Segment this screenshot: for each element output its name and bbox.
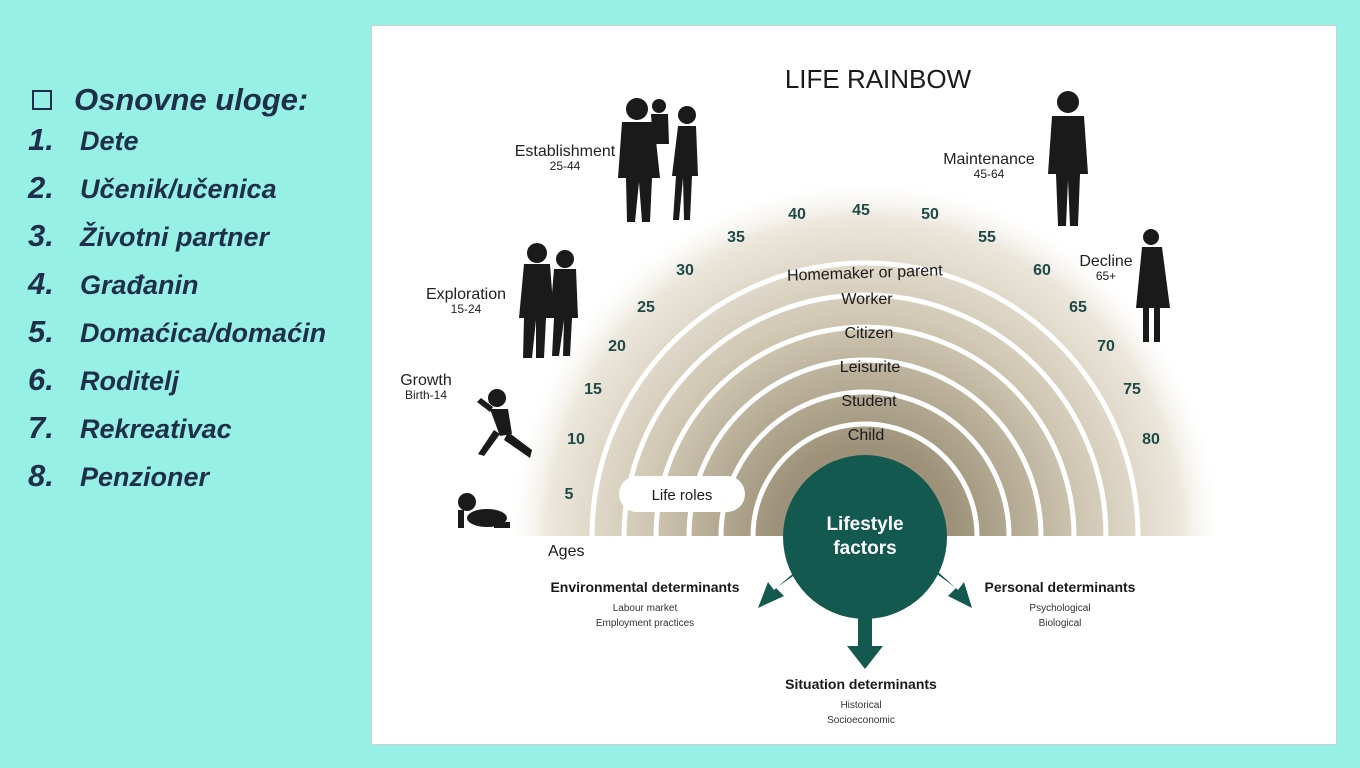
age-mark: 30 xyxy=(676,262,694,279)
item-number: 8. xyxy=(28,458,54,493)
arc-role-labels: Homemaker or parent Worker Citizen Leisu… xyxy=(787,262,944,444)
item-number: 5. xyxy=(28,314,54,349)
age-mark: 5 xyxy=(565,486,574,503)
situation-item: Socioeconomic xyxy=(827,715,895,726)
rainbow-arcs xyxy=(589,260,1141,537)
age-mark: 20 xyxy=(608,338,626,355)
personal-item: Biological xyxy=(1039,618,1082,629)
personal-title: Personal determinants xyxy=(985,579,1136,595)
age-mark: 15 xyxy=(584,381,602,398)
stage-maintenance-ages: 45-64 xyxy=(974,167,1005,181)
role-list-panel: Osnovne uloge: 1. Dete 2. Učenik/učenica … xyxy=(28,78,368,506)
list-item: 7. Rekreativac xyxy=(28,410,368,458)
list-item: 8. Penzioner xyxy=(28,458,368,506)
personal-item: Psychological xyxy=(1029,603,1090,614)
age-mark: 80 xyxy=(1142,431,1160,448)
item-label: Dete xyxy=(80,126,139,156)
list-item: 3. Životni partner xyxy=(28,218,368,266)
age-mark: 65 xyxy=(1069,299,1087,316)
stage-establishment-ages: 25-44 xyxy=(550,159,581,173)
item-label: Građanin xyxy=(80,270,199,300)
elderly-woman-icon xyxy=(1136,229,1170,342)
arc-role-label: Homemaker or parent xyxy=(787,262,944,284)
checkbox-icon xyxy=(32,90,52,110)
lifestyle-factors-circle xyxy=(783,455,947,619)
age-mark: 70 xyxy=(1097,338,1115,355)
age-mark: 75 xyxy=(1123,381,1141,398)
stage-growth: Growth xyxy=(400,372,452,389)
stage-maintenance: Maintenance xyxy=(943,151,1035,168)
list-item: 1. Dete xyxy=(28,122,368,170)
arc-role-label: Citizen xyxy=(845,325,894,342)
roles-list: 1. Dete 2. Učenik/učenica 3. Životni part… xyxy=(28,122,368,506)
item-number: 6. xyxy=(28,362,54,397)
stage-decline-ages: 65+ xyxy=(1096,269,1116,283)
arc-role-label: Worker xyxy=(841,291,893,308)
age-mark: 25 xyxy=(637,299,655,316)
item-number: 2. xyxy=(28,170,54,205)
age-mark: 55 xyxy=(978,229,996,246)
diagram-title: LIFE RAINBOW xyxy=(785,64,972,94)
stage-growth-ages: Birth-14 xyxy=(405,388,447,402)
list-item: 2. Učenik/učenica xyxy=(28,170,368,218)
environmental-item: Employment practices xyxy=(596,618,694,629)
list-item: 4. Građanin xyxy=(28,266,368,314)
rainbow-arc xyxy=(653,324,1077,537)
item-number: 1. xyxy=(28,122,54,157)
age-mark: 10 xyxy=(567,431,585,448)
item-number: 3. xyxy=(28,218,54,253)
stage-exploration-ages: 15-24 xyxy=(451,302,482,316)
family-icon xyxy=(618,98,698,222)
ages-label: Ages xyxy=(548,543,584,560)
age-scale: 5 10 15 20 25 30 35 40 45 50 55 60 65 70… xyxy=(565,202,1160,503)
age-mark: 35 xyxy=(727,229,745,246)
environmental-title: Environmental determinants xyxy=(550,579,739,595)
rainbow-arc xyxy=(589,260,1141,537)
center-line1: Lifestyle xyxy=(826,514,903,535)
age-mark: 40 xyxy=(788,206,806,223)
situation-title: Situation determinants xyxy=(785,676,937,692)
environmental-item: Labour market xyxy=(613,603,678,614)
item-number: 7. xyxy=(28,410,54,445)
rainbow-svg: LIFE RAINBOW Establishment 25-44 Mainten… xyxy=(400,64,1272,726)
center-line2: factors xyxy=(833,538,896,559)
age-mark: 60 xyxy=(1033,262,1051,279)
life-rainbow-diagram: LIFE RAINBOW Establishment 25-44 Mainten… xyxy=(371,25,1337,745)
stage-decline: Decline xyxy=(1079,253,1132,270)
item-label: Učenik/učenica xyxy=(80,174,277,204)
age-mark: 45 xyxy=(852,202,870,219)
situation-item: Historical xyxy=(840,700,881,711)
item-number: 4. xyxy=(28,266,54,301)
item-label: Životni partner xyxy=(80,222,270,252)
crawling-baby-icon xyxy=(458,493,510,528)
rainbow-arc xyxy=(686,357,1044,537)
item-label: Penzioner xyxy=(80,462,210,492)
item-label: Domaćica/domaćin xyxy=(80,318,327,348)
list-item: 6. Roditelj xyxy=(28,362,368,410)
stage-establishment: Establishment xyxy=(515,143,616,160)
young-couple-icon xyxy=(519,243,578,358)
arc-role-label: Child xyxy=(848,427,884,444)
rainbow-arc xyxy=(718,389,1012,537)
arrow-down-icon xyxy=(847,601,883,669)
list-item: 5. Domaćica/domaćin xyxy=(28,314,368,362)
roles-heading: Osnovne uloge: xyxy=(74,82,309,117)
man-icon xyxy=(1048,91,1088,226)
rainbow-arc xyxy=(750,421,980,537)
arc-role-label: Leisurite xyxy=(840,359,901,376)
walking-child-icon xyxy=(477,389,532,458)
silhouettes xyxy=(458,91,1170,528)
rainbow-arc xyxy=(621,292,1109,537)
life-roles-pill xyxy=(619,476,745,512)
age-mark: 50 xyxy=(921,206,939,223)
item-label: Roditelj xyxy=(80,366,179,396)
life-roles-label: Life roles xyxy=(652,487,713,504)
arc-role-label: Student xyxy=(841,393,897,410)
stage-exploration: Exploration xyxy=(426,286,506,303)
item-label: Rekreativac xyxy=(80,414,232,444)
heading-row: Osnovne uloge: xyxy=(28,78,368,122)
